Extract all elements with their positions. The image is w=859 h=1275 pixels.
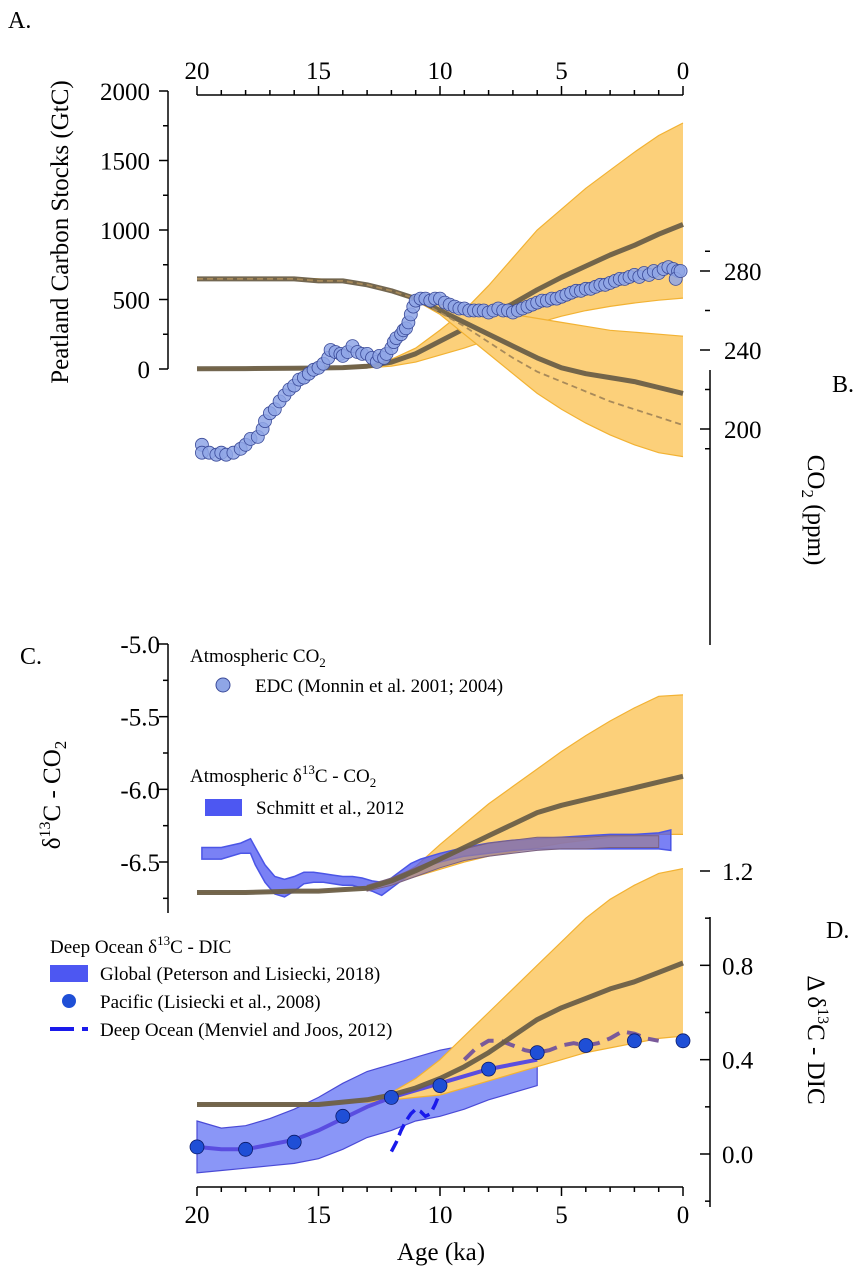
panel-d-y-tick-label-2: 0.8	[722, 953, 753, 980]
legend-atm-co2-title: Atmospheric CO2	[190, 646, 326, 670]
pacific-point-4	[383, 1090, 399, 1105]
panel-label-c: C.	[20, 644, 42, 670]
pacific-point-5	[432, 1078, 448, 1093]
panel-b-ylabel-unit: (ppm)	[802, 498, 829, 565]
panel-b-ylabel-co: CO	[802, 455, 829, 490]
panel-b-ylabel: CO2 (ppm)	[798, 455, 829, 566]
panel-d-ylabel-sup: 13	[814, 1008, 831, 1024]
panel-d-plot	[189, 868, 691, 1174]
top-x-tick-label-3: 5	[555, 58, 568, 85]
panel-b-envelope	[197, 278, 683, 457]
menviel-line	[389, 1092, 442, 1153]
bottom-x-tick-label-4: 0	[677, 1202, 690, 1229]
pacific-point-10	[675, 1033, 691, 1049]
pacific-point-0	[189, 1139, 205, 1155]
bottom-x-tick-label-1: 15	[306, 1202, 331, 1229]
legend-atm-d13c: Atmospheric δ13C - CO2 Schmitt et al., 2…	[190, 762, 404, 819]
panel-c-y-tick-label-2: -5.5	[120, 705, 160, 732]
global-mid-line	[196, 1057, 538, 1152]
panel-b-plot	[194, 260, 688, 462]
panel-a-y-tick-label-4: 2000	[100, 79, 150, 106]
top-x-tick-label-0: 20	[185, 58, 210, 85]
top-x-tick-label-1: 15	[306, 58, 331, 85]
panel-c-purple-band	[366, 835, 660, 892]
panel-c-ylabel-sub: 2	[51, 741, 70, 750]
pacific-point-7	[529, 1045, 545, 1060]
panel-d-ylabel: Δ δ13C - DIC	[802, 975, 831, 1104]
panel-d-y-tick-label-0: 0.0	[722, 1142, 753, 1169]
pacific-point-1	[238, 1141, 254, 1157]
panel-a-y-tick-label-1: 500	[113, 288, 151, 315]
panel-c-ylabel-mid: C - CO	[39, 749, 66, 821]
legend-atm-d13c-post: C - CO	[315, 766, 370, 787]
panel-label-b: B.	[832, 372, 854, 398]
legend-edc-label: EDC (Monnin et al. 2001; 2004)	[255, 676, 503, 697]
panel-c-ylabel: δ13C - CO2	[37, 741, 70, 850]
bottom-x-tick-label-0: 20	[185, 1202, 210, 1229]
panel-c-y-tick-label-3: -5.0	[120, 632, 160, 659]
top-x-tick-label-4: 0	[677, 58, 690, 85]
bottom-x-tick-label-2: 10	[428, 1202, 453, 1229]
edc-point-105	[673, 264, 688, 278]
panel-b-ylabel-sub: 2	[798, 489, 817, 498]
legend-atm-d13c-sup: 13	[302, 762, 315, 777]
panel-c-plot	[197, 694, 684, 898]
legend-atm-co2-title-text: Atmospheric CO	[190, 646, 319, 667]
legend-schmitt-swatch	[205, 799, 242, 816]
legend-pacific-label: Pacific (Lisiecki et al., 2008)	[100, 992, 321, 1013]
panel-d-y-tick-label-3: 1.2	[722, 859, 753, 886]
panel-a-y-tick-label-0: 0	[138, 357, 151, 384]
legend-menviel-label: Deep Ocean (Menviel and Joos, 2012)	[100, 1020, 392, 1041]
panel-c-y-tick-label-1: -6.0	[120, 777, 160, 804]
legend-deep-ocean: Deep Ocean δ13C - DIC Global (Peterson a…	[50, 933, 392, 1041]
legend-deep-post: C - DIC	[170, 937, 231, 958]
panel-b-model-dashed-line	[197, 278, 684, 426]
pacific-point-6	[481, 1061, 497, 1077]
legend-atm-d13c-title: Atmospheric δ13C - CO2	[190, 762, 376, 790]
panel-b-y-tick-label-2: 280	[724, 259, 762, 286]
panel-a-envelope	[197, 123, 683, 369]
legend-atm-d13c-sub: 2	[370, 775, 377, 790]
panel-b-y-tick-label-1: 240	[724, 338, 762, 365]
panel-a-ylabel: Peatland Carbon Stocks (GtC)	[47, 80, 74, 383]
panel-d-envelope	[197, 868, 683, 1105]
legend-atm-d13c-pre: Atmospheric δ	[190, 766, 302, 787]
panel-b-y-tick-label-0: 200	[724, 417, 762, 444]
x-axis-label: Age (ka)	[397, 1239, 485, 1266]
pacific-point-2	[286, 1134, 302, 1150]
legend-deep-title: Deep Ocean δ13C - DIC	[50, 933, 231, 958]
panel-d-ylabel-rest: C - DIC	[802, 1024, 829, 1105]
panel-label-a: A.	[8, 8, 31, 34]
panel-label-d: D.	[826, 918, 849, 944]
panel-c-ylabel-sup: 13	[37, 821, 54, 837]
pacific-point-8	[578, 1038, 594, 1053]
pacific-point-9	[627, 1033, 642, 1049]
legend-atm-co2: Atmospheric CO2 EDC (Monnin et al. 2001;…	[190, 646, 503, 697]
panel-d-model-line	[197, 960, 684, 1107]
legend-edc-marker	[215, 677, 231, 693]
bottom-x-tick-label-3: 5	[555, 1202, 568, 1229]
top-x-tick-label-2: 10	[428, 58, 453, 85]
panel-d-y-tick-label-1: 0.4	[722, 1048, 754, 1075]
legend-schmitt-label: Schmitt et al., 2012	[256, 798, 404, 819]
panel-c-ylabel-delta: δ	[39, 837, 66, 849]
legend-deep-pre: Deep Ocean δ	[50, 937, 157, 958]
axes-layer: 20 15 10 5 00500100015002000200240280-6.5-6.…	[100, 58, 762, 1229]
panel-c-y-tick-label-0: -6.5	[120, 850, 160, 877]
legend-atm-co2-title-sub: 2	[319, 655, 326, 670]
legend-pacific-marker	[62, 994, 76, 1008]
legend-global-swatch	[50, 965, 88, 982]
panel-d-ylabel-pre: Δ δ	[802, 975, 829, 1008]
panel-c-model-line	[197, 773, 684, 895]
panel-a-y-tick-label-2: 1000	[100, 218, 150, 245]
legend-deep-sup: 13	[157, 933, 170, 948]
pacific-point-3	[335, 1108, 351, 1124]
panel-a-y-tick-label-3: 1500	[100, 149, 150, 176]
legend-global-label: Global (Peterson and Lisiecki, 2018)	[100, 964, 380, 985]
